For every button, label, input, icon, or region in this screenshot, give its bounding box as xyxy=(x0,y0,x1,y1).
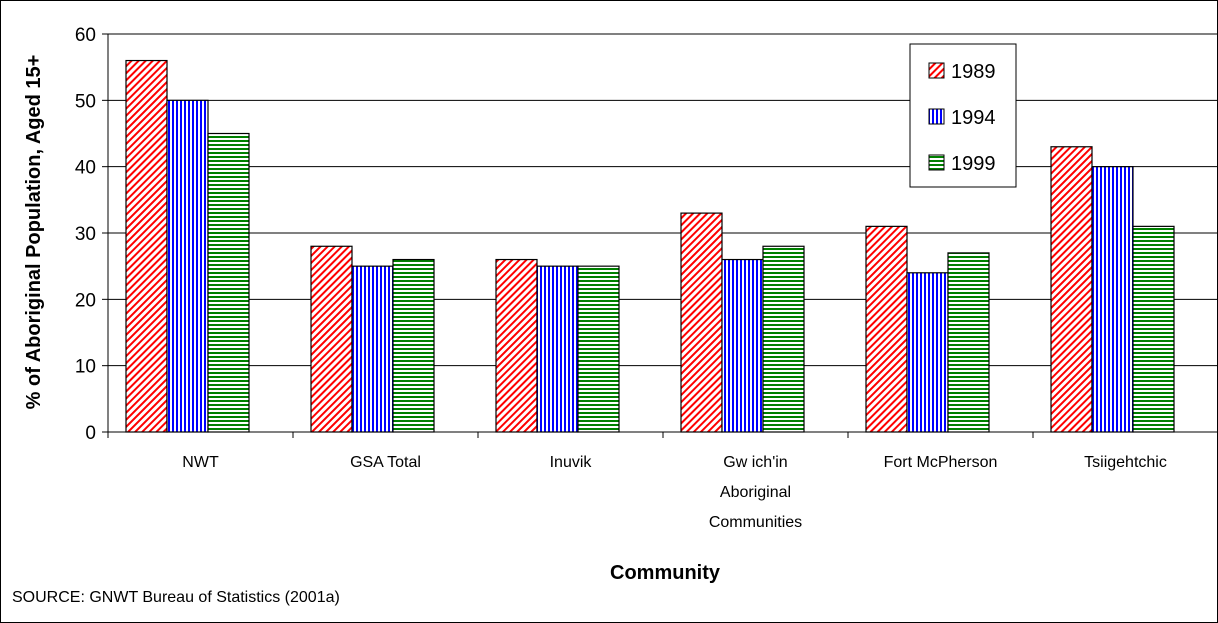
x-category-label: Communities xyxy=(709,514,802,531)
source-note: SOURCE: GNWT Bureau of Statistics (2001a… xyxy=(12,589,340,606)
axes xyxy=(102,33,1218,438)
y-tick-label: 60 xyxy=(75,25,96,46)
legend: 1989 1994 1999 xyxy=(909,43,1017,188)
y-tick-label: 10 xyxy=(75,357,96,378)
bar-1999-2 xyxy=(577,265,620,433)
legend-label-1989: 1989 xyxy=(951,61,996,83)
bar-1994-5 xyxy=(1091,166,1134,433)
legend-box xyxy=(909,43,1017,188)
bar-1989-5 xyxy=(1050,146,1093,433)
legend-swatch-1994 xyxy=(928,108,945,125)
bar-1994-1 xyxy=(351,265,394,433)
bar-1994-0 xyxy=(166,99,209,433)
bars xyxy=(125,59,1175,433)
y-tick-labels: 0 10 20 30 40 50 60 xyxy=(75,25,96,444)
bar-1989-3 xyxy=(680,212,723,433)
x-category-label: Fort McPherson xyxy=(884,454,998,471)
y-tick-label: 50 xyxy=(75,91,96,112)
x-category-label: Tsiigehtchic xyxy=(1084,454,1167,471)
y-tick-label: 20 xyxy=(75,290,96,311)
bar-1994-4 xyxy=(906,272,949,433)
y-axis-label: % of Aboriginal Population, Aged 15+ xyxy=(23,55,45,410)
bar-1999-0 xyxy=(207,132,250,433)
legend-label-1994: 1994 xyxy=(951,107,996,129)
bar-1989-4 xyxy=(865,225,908,433)
y-tick-label: 0 xyxy=(85,423,96,444)
bar-1999-1 xyxy=(392,258,435,433)
x-category-label: GSA Total xyxy=(350,454,421,471)
bar-1999-4 xyxy=(947,252,990,433)
x-category-label: Aboriginal xyxy=(720,484,791,501)
x-axis-label: Community xyxy=(610,562,721,584)
legend-swatch-1989 xyxy=(928,62,945,79)
bar-1989-0 xyxy=(125,59,168,433)
x-category-labels: NWT GSA Total Inuvik Gw ich'in Aboriginal Com… xyxy=(182,454,1167,531)
x-category-label: Inuvik xyxy=(550,454,593,471)
bar-1994-2 xyxy=(536,265,579,433)
bar-1999-3 xyxy=(762,245,805,433)
bar-1989-2 xyxy=(495,258,538,433)
legend-swatch-1999 xyxy=(928,154,945,171)
gridlines xyxy=(108,33,1218,367)
x-category-label: NWT xyxy=(182,454,219,471)
y-tick-label: 30 xyxy=(75,224,96,245)
bar-1999-5 xyxy=(1132,225,1175,433)
x-category-label: Gw ich'in xyxy=(723,454,787,471)
legend-label-1999: 1999 xyxy=(951,153,996,175)
bar-1994-3 xyxy=(721,258,764,433)
y-tick-label: 40 xyxy=(75,158,96,179)
bar-1989-1 xyxy=(310,245,353,433)
